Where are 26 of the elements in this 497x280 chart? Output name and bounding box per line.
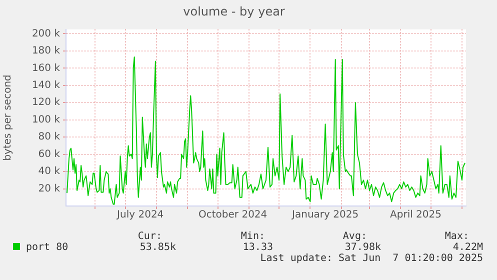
- x-tick-label: October 2024: [198, 210, 268, 221]
- y-tick-label: 60 k: [38, 148, 60, 160]
- x-tick-label: July 2024: [116, 210, 164, 221]
- text: 13.33: [242, 242, 273, 253]
- x-tick-label: January 2025: [291, 210, 359, 221]
- y-tick-label: 200 k: [32, 28, 60, 40]
- y-tick-label: 40 k: [38, 166, 60, 178]
- text: 4.22M: [452, 242, 483, 253]
- text: Last update: Sat Jun 7 01:20:00 2025: [260, 253, 483, 264]
- chart-title: volume - by year: [183, 4, 285, 18]
- y-tick-label: 180 k: [32, 46, 60, 57]
- text: Min:: [240, 231, 265, 242]
- text: 37.98k: [344, 242, 381, 253]
- y-tick-label: 80 k: [38, 132, 60, 143]
- legend-label: port 80: [25, 242, 68, 253]
- text: Max:: [444, 231, 469, 242]
- y-tick-label: 20 k: [38, 183, 60, 194]
- text: 53.85k: [140, 242, 176, 253]
- text: Cur:: [138, 231, 162, 242]
- y-tick-label: 140 k: [32, 80, 60, 91]
- y-axis-title: bytes per second: [2, 74, 14, 161]
- y-tick-label: 100 k: [32, 114, 60, 126]
- y-tick-label: 160 k: [32, 62, 60, 74]
- y-tick-label: 120 k: [32, 97, 60, 108]
- x-tick-label: April 2025: [390, 210, 442, 221]
- text: Avg:: [342, 231, 367, 242]
